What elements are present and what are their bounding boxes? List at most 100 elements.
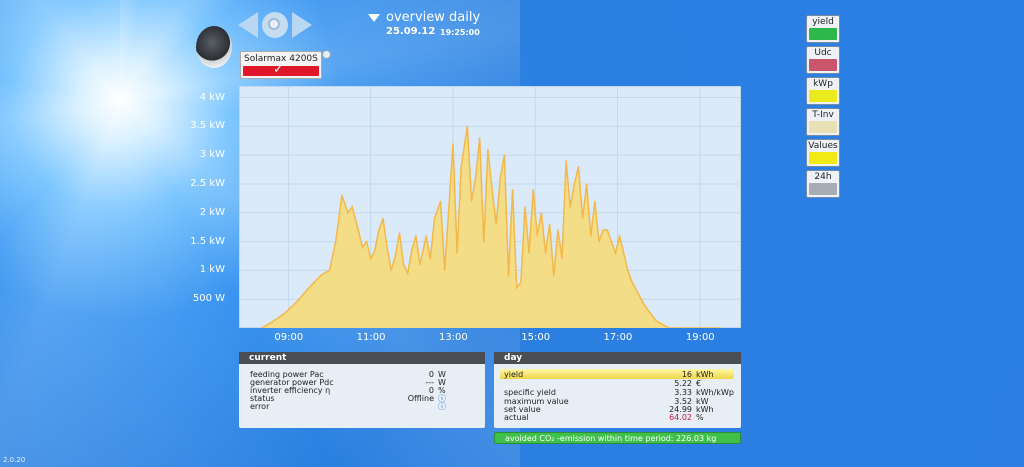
- legend-button-kwp[interactable]: kWp: [806, 77, 840, 105]
- previous-arrow-icon[interactable]: [238, 12, 258, 38]
- power-point: [516, 287, 518, 289]
- legend-swatch: [809, 152, 837, 164]
- y-tick-label: 4 kW: [199, 91, 225, 103]
- current-row-label: status: [250, 394, 275, 403]
- power-point: [619, 235, 621, 237]
- power-point: [549, 223, 551, 225]
- power-point: [452, 143, 454, 145]
- power-point: [577, 166, 580, 168]
- power-point: [357, 229, 359, 231]
- co2-emission-bar: avoided CO₂ -emission within time period…: [494, 432, 741, 444]
- legend-button-t-inv[interactable]: T-Inv: [806, 108, 840, 136]
- current-row-label: inverter efficiency η: [250, 386, 331, 395]
- legend-label: Values: [808, 141, 838, 151]
- power-point: [662, 323, 664, 326]
- chart-svg: [238, 85, 742, 329]
- date-label: 25.09.12: [386, 26, 436, 37]
- legend-button-values[interactable]: Values: [806, 139, 840, 167]
- power-point: [440, 200, 442, 202]
- current-row-value: ---: [425, 378, 434, 387]
- x-tick-label: 19:00: [685, 332, 715, 343]
- power-point: [614, 252, 617, 254]
- day-row-value: 16: [681, 370, 692, 379]
- legend-label: T-Inv: [812, 110, 834, 120]
- current-row-label: error: [250, 402, 270, 411]
- power-point: [351, 206, 353, 208]
- version-label: 2.0.20: [3, 456, 26, 464]
- x-tick-label: 13:00: [438, 332, 468, 343]
- power-point: [536, 235, 538, 237]
- y-tick-label: 500 W: [192, 293, 225, 305]
- power-point: [512, 189, 514, 191]
- power-point: [483, 241, 485, 243]
- power-point: [296, 301, 298, 303]
- power-point: [411, 249, 413, 251]
- power-point: [335, 241, 337, 243]
- power-point: [643, 304, 645, 306]
- power-point: [347, 212, 349, 214]
- power-point: [627, 269, 629, 271]
- day-row-unit: kWh: [696, 370, 714, 379]
- info-icon[interactable]: ⓘ: [438, 394, 446, 403]
- current-row-value: 0: [428, 386, 434, 395]
- power-point: [656, 320, 658, 322]
- legend-swatch: [809, 121, 837, 133]
- power-point: [623, 252, 625, 254]
- x-tick-label: 11:00: [356, 332, 386, 343]
- legend-button-udc[interactable]: Udc: [806, 46, 840, 74]
- power-point: [557, 229, 559, 231]
- power-point: [586, 183, 588, 185]
- power-point: [370, 258, 372, 260]
- power-point: [328, 269, 331, 271]
- y-tick-label: 2.5 kW: [190, 177, 225, 189]
- power-point: [553, 275, 555, 277]
- power-point: [425, 235, 427, 237]
- magnifier-icon[interactable]: [262, 12, 288, 38]
- power-chart: [238, 85, 742, 329]
- x-tick-label: 15:00: [521, 332, 551, 343]
- day-row-unit: kWh: [696, 405, 714, 414]
- power-point: [479, 137, 481, 139]
- power-point: [561, 258, 563, 260]
- y-tick-label: 1.5 kW: [190, 235, 225, 247]
- inverter-selector[interactable]: Solarmax 4200S ✓: [240, 51, 322, 79]
- power-point: [466, 125, 468, 127]
- power-point: [582, 217, 584, 220]
- power-point: [382, 217, 384, 220]
- day-row-value: 64.02: [669, 413, 692, 422]
- power-point: [407, 272, 409, 274]
- current-row-value: 0: [428, 370, 434, 379]
- legend-button-24h[interactable]: 24h: [806, 170, 840, 198]
- day-row-value: 3.52: [674, 397, 692, 406]
- power-point: [394, 255, 396, 257]
- power-point: [460, 166, 462, 168]
- day-row-unit: kW: [696, 397, 709, 406]
- power-point: [341, 194, 343, 197]
- legend-label: yield: [812, 17, 834, 27]
- power-point: [456, 252, 458, 254]
- info-icon[interactable]: ⓘ: [438, 402, 446, 411]
- inverter-info-dot-icon[interactable]: [322, 50, 331, 59]
- current-row-value: Offline: [407, 394, 434, 403]
- power-area: [261, 126, 721, 328]
- page-title[interactable]: overview daily: [386, 10, 481, 25]
- legend-label: 24h: [814, 172, 832, 182]
- power-point: [429, 258, 431, 260]
- day-panel-title: day: [494, 352, 741, 364]
- power-point: [415, 235, 417, 237]
- inverter-status-bar: ✓: [243, 62, 319, 77]
- power-point: [573, 183, 575, 185]
- legend-swatch: [809, 183, 837, 195]
- current-row-unit: W: [438, 370, 446, 379]
- power-point: [366, 241, 368, 243]
- power-point: [606, 229, 608, 231]
- power-point: [390, 269, 392, 271]
- dropdown-triangle-icon[interactable]: [368, 14, 380, 22]
- legend-button-yield[interactable]: yield: [806, 15, 840, 43]
- next-arrow-icon[interactable]: [292, 12, 312, 38]
- power-point: [378, 229, 380, 231]
- day-row-value: 5.22: [674, 379, 692, 388]
- power-point: [499, 177, 501, 179]
- day-row-label: yield: [504, 370, 524, 379]
- power-point: [283, 313, 285, 315]
